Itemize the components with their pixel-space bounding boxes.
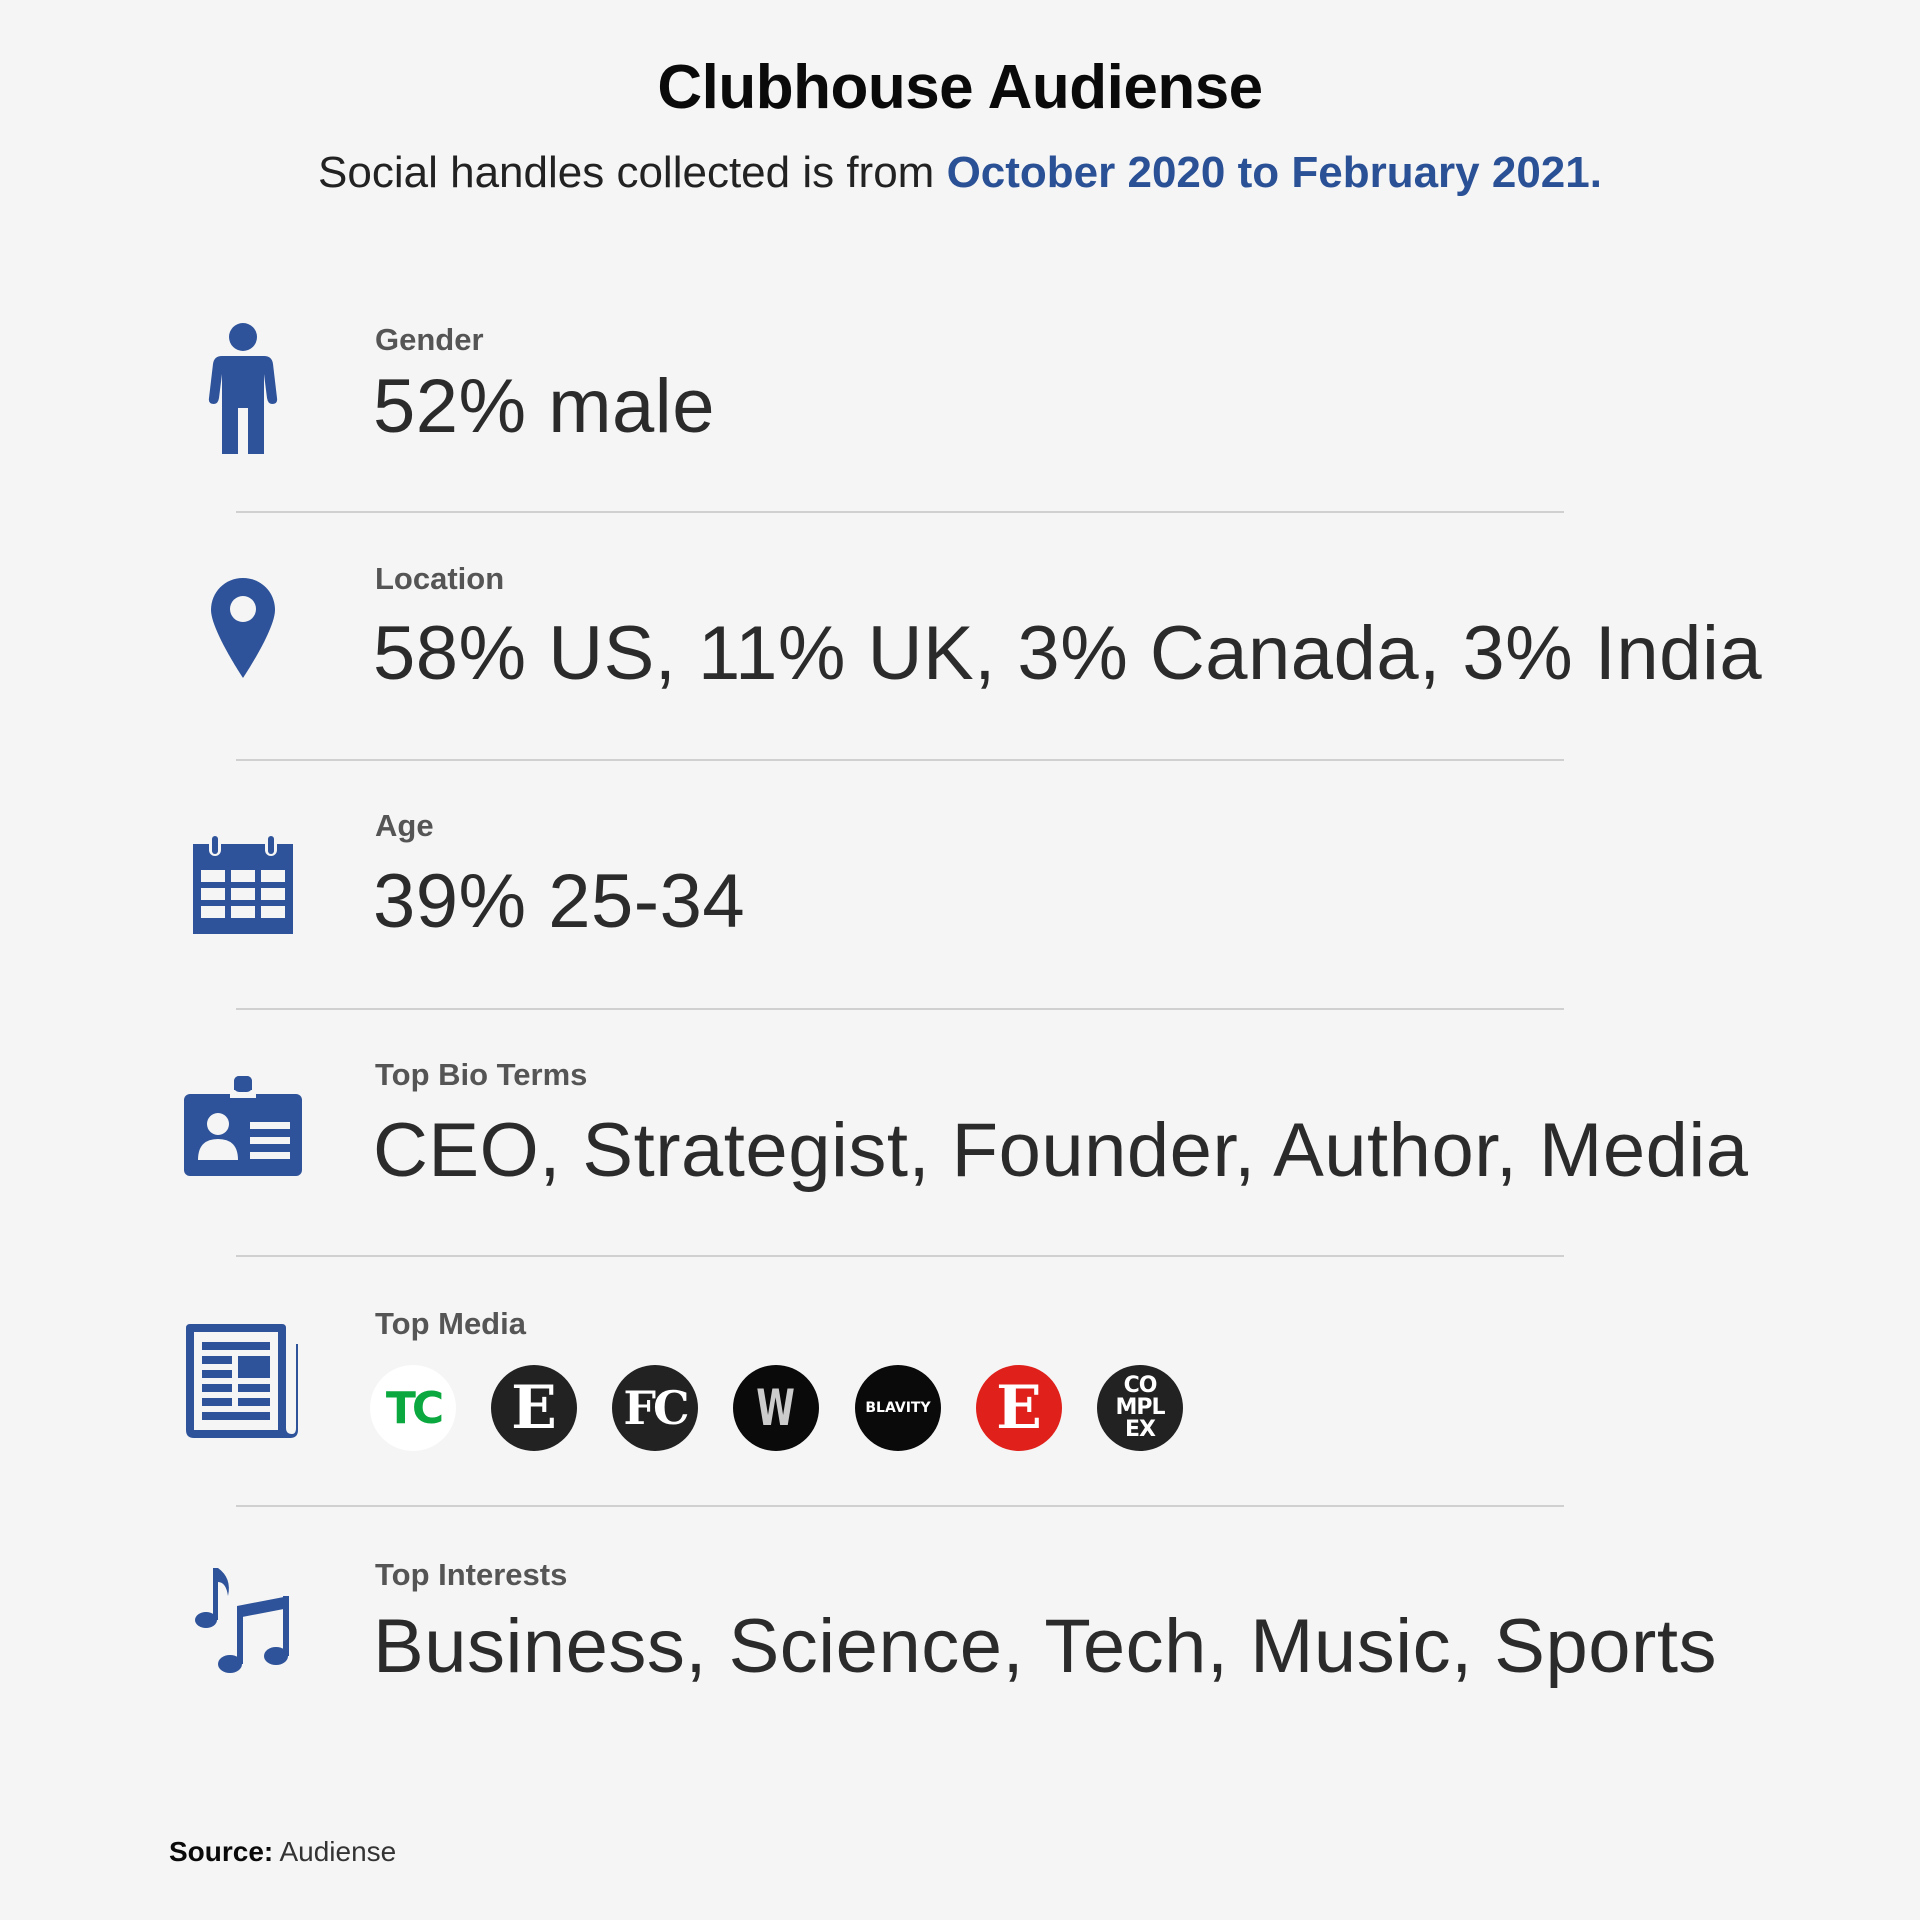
interests-label: Top Interests (375, 1557, 568, 1592)
fast-company-logo-text: FC (623, 1381, 689, 1435)
map-pin-icon (211, 578, 275, 678)
subtitle-prefix: Social handles collected is from (318, 148, 947, 197)
blavity-logo: BLAVITY (855, 1365, 941, 1451)
person-icon (208, 323, 278, 454)
blavity-logo-text: BLAVITY (865, 1400, 931, 1416)
wired-style-logo-text: W (756, 1379, 796, 1437)
top-media-label: Top Media (375, 1306, 526, 1341)
source-value: Audiense (279, 1836, 397, 1867)
gender-label: Gender (375, 322, 484, 357)
gender-value: 52% male (373, 364, 715, 449)
page-subtitle: Social handles collected is from October… (0, 148, 1920, 198)
divider (236, 1505, 1564, 1507)
entrepreneur-logo-text: E (511, 1373, 557, 1443)
divider (236, 759, 1564, 761)
techcrunch-logo-text: TC (385, 1382, 444, 1434)
source-note: Source: Audiense (169, 1836, 396, 1868)
id-badge-icon (184, 1076, 302, 1176)
bio-terms-value: CEO, Strategist, Founder, Author, Media (373, 1108, 1749, 1193)
location-value: 58% US, 11% UK, 3% Canada, 3% India (373, 611, 1763, 696)
entrepreneur-logo: E (491, 1365, 577, 1451)
techcrunch-logo: TC (370, 1365, 456, 1451)
age-label: Age (375, 808, 434, 843)
newspaper-icon (186, 1324, 298, 1438)
subtitle-date-range: October 2020 to February 2021. (946, 148, 1602, 197)
fast-company-logo: FC (612, 1365, 698, 1451)
wired-style-logo: W (733, 1365, 819, 1451)
age-value: 39% 25-34 (373, 859, 746, 944)
divider (236, 1255, 1564, 1257)
bio-terms-label: Top Bio Terms (375, 1057, 588, 1092)
entertainment-logo: E (976, 1365, 1062, 1451)
source-label: Source: (169, 1836, 274, 1867)
location-label: Location (375, 561, 505, 596)
complex-logo-text: COMPLEX (1115, 1373, 1165, 1442)
interests-value: Business, Science, Tech, Music, Sports (373, 1604, 1717, 1689)
calendar-icon (193, 834, 293, 934)
entertainment-logo-text: E (996, 1373, 1042, 1443)
complex-logo: COMPLEX (1097, 1365, 1183, 1451)
page-title: Clubhouse Audiense (657, 53, 1263, 122)
music-notes-icon (195, 1568, 289, 1673)
divider (236, 511, 1564, 513)
divider (236, 1008, 1564, 1010)
